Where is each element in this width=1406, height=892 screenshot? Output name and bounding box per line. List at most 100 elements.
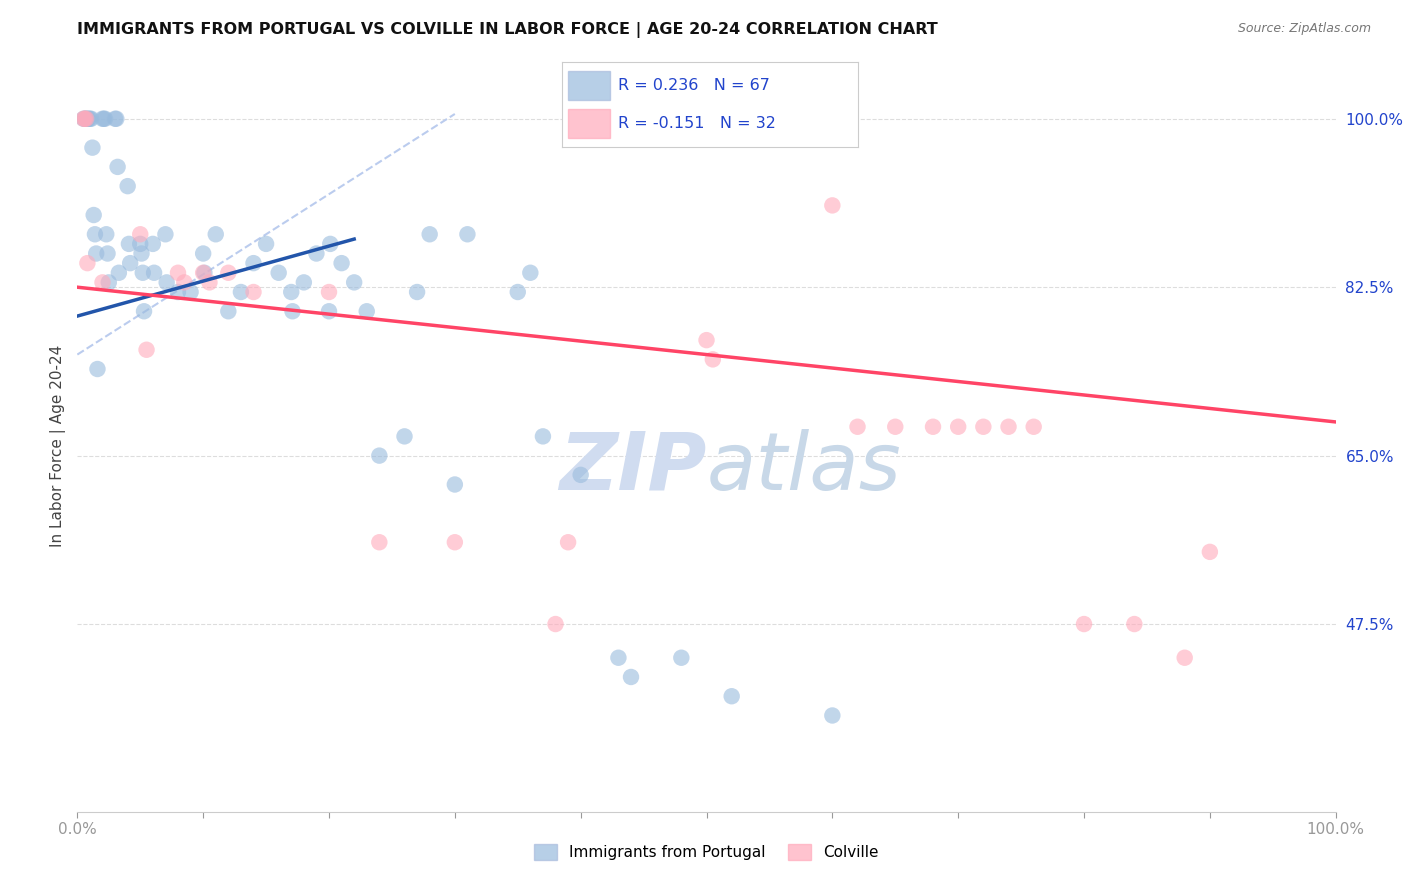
Point <box>217 304 239 318</box>
Point <box>1022 419 1045 434</box>
FancyBboxPatch shape <box>568 71 610 100</box>
Point <box>96 227 118 242</box>
Text: R = -0.151   N = 32: R = -0.151 N = 32 <box>619 116 776 131</box>
Point <box>76 256 98 270</box>
Point <box>191 246 215 260</box>
Point <box>671 650 693 665</box>
Point <box>173 276 195 290</box>
Point <box>72 112 94 126</box>
Point <box>132 304 155 318</box>
Point <box>702 352 724 367</box>
Point <box>948 419 970 434</box>
Point <box>73 112 96 126</box>
Point <box>305 246 328 260</box>
Point <box>217 266 239 280</box>
Point <box>720 690 742 704</box>
Point <box>91 112 114 126</box>
Point <box>821 198 844 212</box>
FancyBboxPatch shape <box>568 109 610 138</box>
Point <box>93 112 115 126</box>
Point <box>544 617 567 632</box>
Point <box>135 343 157 357</box>
Text: atlas: atlas <box>707 429 901 507</box>
Point <box>242 285 264 299</box>
Point <box>129 227 152 242</box>
Point <box>1174 650 1197 665</box>
Point <box>368 449 391 463</box>
Point <box>318 285 340 299</box>
Point <box>131 246 153 260</box>
Point <box>198 276 221 290</box>
Point <box>104 112 127 126</box>
Point <box>821 708 844 723</box>
Point <box>82 141 104 155</box>
Point <box>108 266 131 280</box>
Point <box>97 276 120 290</box>
Point <box>267 266 290 280</box>
Point <box>83 208 105 222</box>
Point <box>77 112 100 126</box>
Point <box>343 276 366 290</box>
Point <box>117 179 139 194</box>
Point <box>120 256 142 270</box>
Point <box>132 266 155 280</box>
Point <box>444 477 467 491</box>
Point <box>73 112 96 126</box>
Point <box>76 112 98 126</box>
Point <box>254 236 277 251</box>
Point <box>419 227 441 242</box>
Text: ZIP: ZIP <box>560 429 707 507</box>
Point <box>94 112 117 126</box>
Point <box>292 276 315 290</box>
Point <box>143 266 166 280</box>
Point <box>84 227 107 242</box>
Point <box>167 285 190 299</box>
Point <box>506 285 529 299</box>
Point <box>846 419 869 434</box>
Point <box>620 670 643 684</box>
Point <box>368 535 391 549</box>
Point <box>607 650 630 665</box>
Point <box>242 256 264 270</box>
Point <box>193 266 215 280</box>
Point <box>884 419 907 434</box>
Point <box>156 276 179 290</box>
Point <box>75 112 97 126</box>
Point <box>972 419 994 434</box>
Point <box>456 227 478 242</box>
Point <box>997 419 1019 434</box>
Legend: Immigrants from Portugal, Colville: Immigrants from Portugal, Colville <box>527 838 886 866</box>
Point <box>330 256 353 270</box>
Point <box>84 246 107 260</box>
Point <box>75 112 97 126</box>
Point <box>142 236 165 251</box>
Point <box>696 333 718 347</box>
Point <box>191 266 215 280</box>
Point <box>180 285 202 299</box>
Text: Source: ZipAtlas.com: Source: ZipAtlas.com <box>1237 22 1371 36</box>
Point <box>356 304 378 318</box>
Point <box>107 160 129 174</box>
Text: R = 0.236   N = 67: R = 0.236 N = 67 <box>619 78 770 93</box>
Point <box>531 429 554 443</box>
Point <box>129 236 152 251</box>
Point <box>229 285 252 299</box>
Point <box>91 276 114 290</box>
Point <box>318 304 340 318</box>
Point <box>281 304 304 318</box>
Point <box>406 285 429 299</box>
Point <box>80 112 103 126</box>
Point <box>96 246 118 260</box>
Point <box>519 266 541 280</box>
Point <box>922 419 945 434</box>
Point <box>155 227 177 242</box>
Text: IMMIGRANTS FROM PORTUGAL VS COLVILLE IN LABOR FORCE | AGE 20-24 CORRELATION CHAR: IMMIGRANTS FROM PORTUGAL VS COLVILLE IN … <box>77 22 938 38</box>
Point <box>79 112 101 126</box>
Point <box>118 236 141 251</box>
Point <box>86 362 108 376</box>
Y-axis label: In Labor Force | Age 20-24: In Labor Force | Age 20-24 <box>51 345 66 547</box>
Point <box>105 112 128 126</box>
Point <box>72 112 94 126</box>
Point <box>1199 545 1222 559</box>
Point <box>1073 617 1095 632</box>
